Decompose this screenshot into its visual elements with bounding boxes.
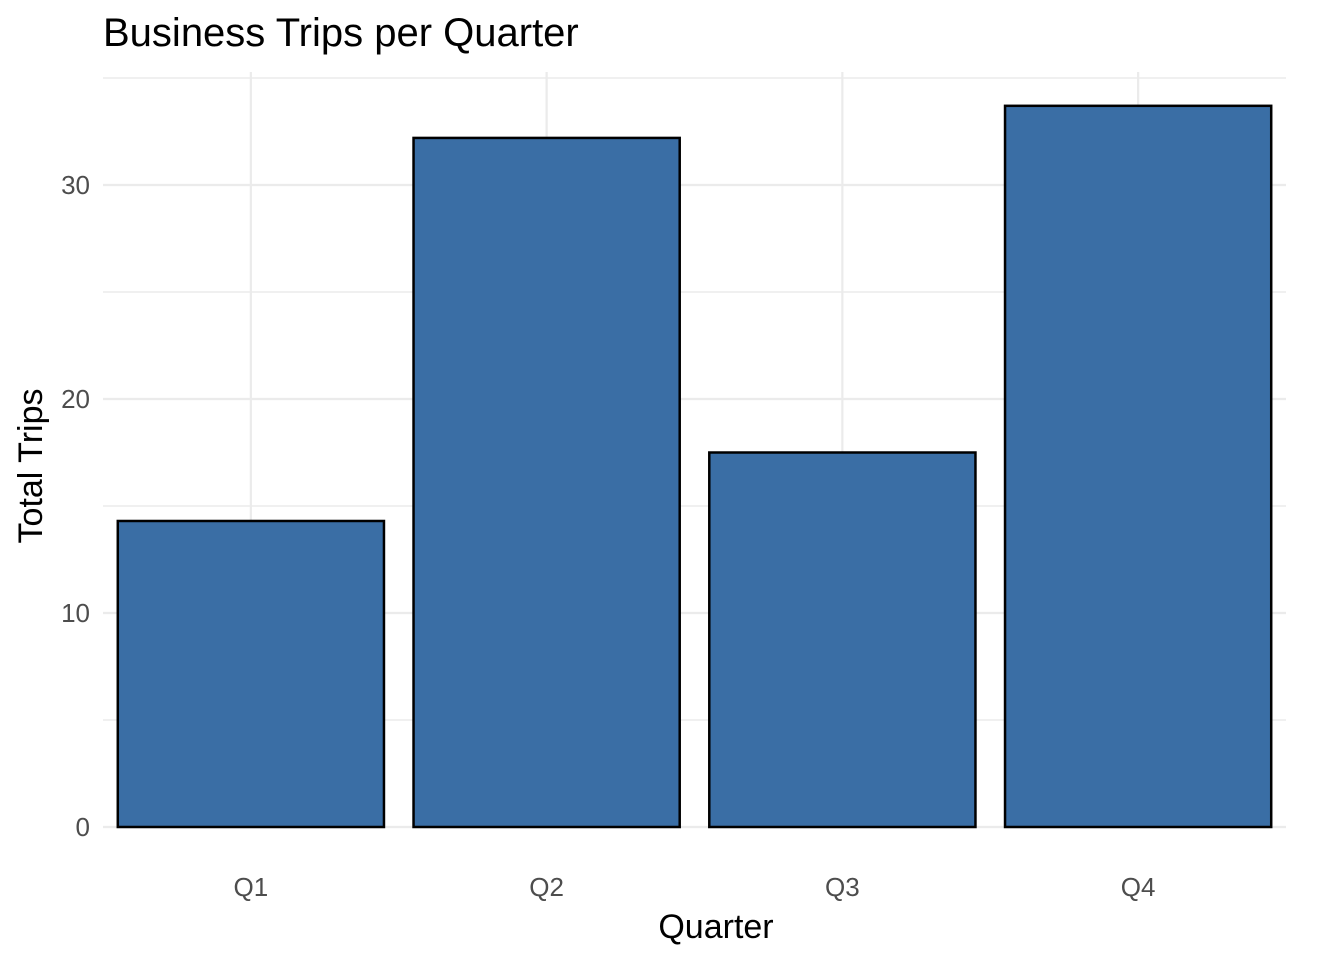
bar-q1: [116, 519, 386, 829]
x-tick-label: Q4: [1121, 872, 1156, 902]
x-tick-label: Q1: [234, 872, 269, 902]
y-tick-label: 0: [76, 812, 90, 842]
chart-title: Business Trips per Quarter: [103, 11, 579, 55]
bar-q4: [1003, 104, 1273, 829]
x-tick-label: Q3: [825, 872, 860, 902]
bars: [116, 104, 1273, 829]
y-tick-label: 30: [61, 170, 90, 200]
y-axis-title: Total Trips: [12, 389, 50, 544]
x-axis-tick-labels: Q1 Q2 Q3 Q4: [234, 872, 1156, 902]
y-axis-tick-labels: 0 10 20 30: [61, 170, 90, 842]
y-tick-label: 20: [61, 384, 90, 414]
x-tick-label: Q2: [529, 872, 564, 902]
x-axis-title: Quarter: [658, 908, 773, 946]
bar-q3: [708, 451, 977, 829]
y-tick-label: 10: [61, 598, 90, 628]
bar-q2: [412, 136, 681, 829]
